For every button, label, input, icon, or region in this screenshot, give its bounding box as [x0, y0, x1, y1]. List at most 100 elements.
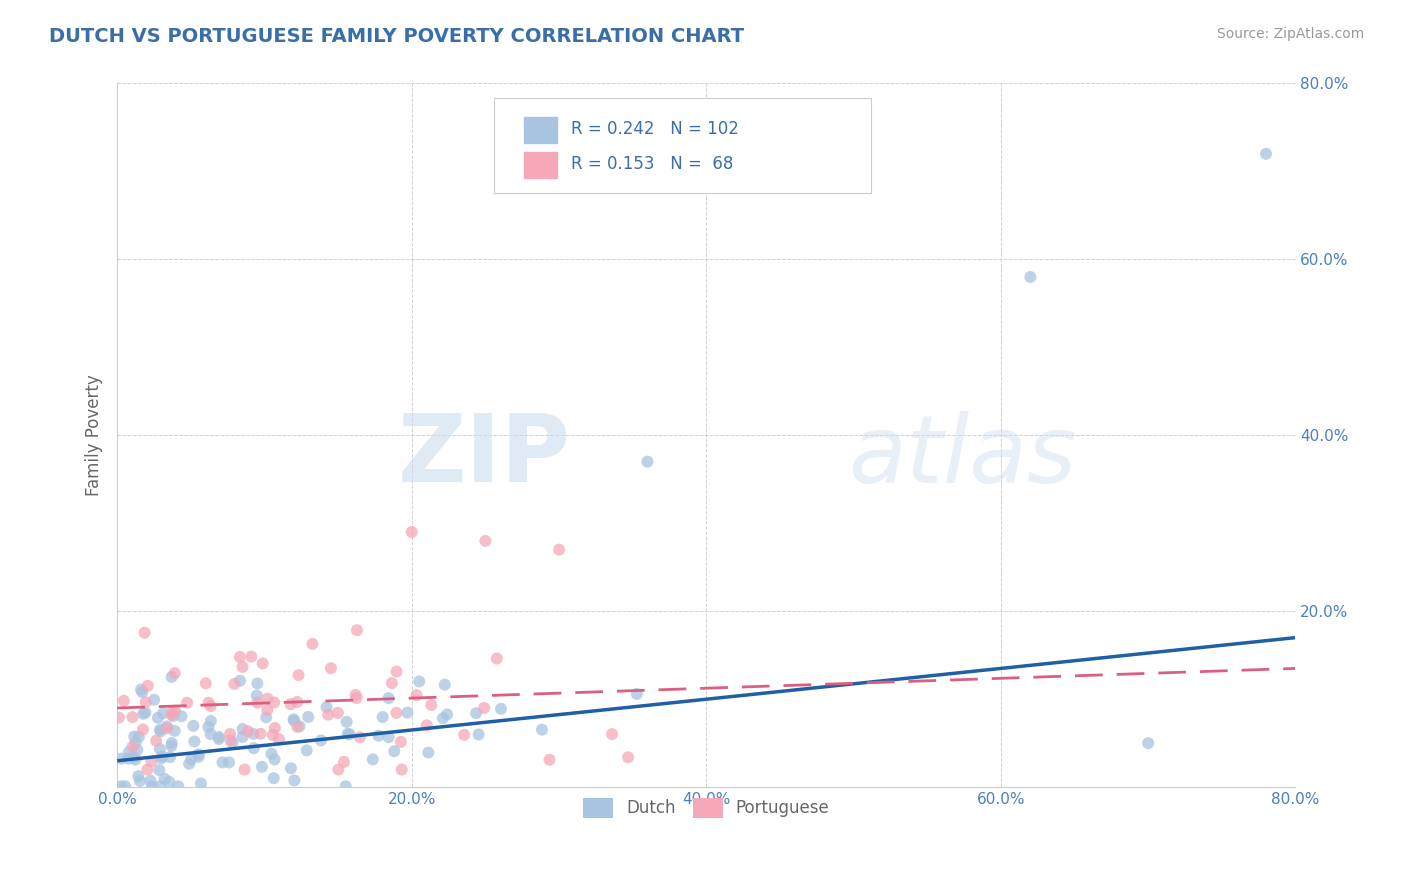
Point — [408, 674, 430, 689]
Point — [1137, 736, 1160, 750]
Point — [367, 729, 389, 743]
Point — [336, 727, 359, 741]
Point — [249, 727, 271, 741]
Point — [263, 696, 285, 710]
Point — [121, 739, 143, 754]
Point — [232, 730, 254, 744]
Point — [371, 710, 394, 724]
Point — [391, 763, 413, 777]
Point — [530, 723, 553, 737]
Point — [139, 773, 162, 788]
Point — [401, 524, 423, 539]
Point — [146, 711, 169, 725]
Point — [132, 706, 155, 721]
Y-axis label: Family Poverty: Family Poverty — [86, 375, 103, 496]
Point — [232, 660, 254, 674]
Point — [280, 697, 302, 711]
Point — [200, 699, 222, 714]
Point — [187, 747, 209, 762]
Point — [267, 732, 290, 747]
Point — [156, 722, 179, 736]
Point — [124, 753, 146, 767]
Point — [389, 735, 412, 749]
Point — [218, 756, 240, 770]
Point — [262, 728, 284, 742]
Point — [114, 779, 136, 793]
Point — [385, 706, 408, 720]
Point — [162, 705, 184, 719]
Point — [433, 678, 456, 692]
Point — [165, 704, 187, 718]
Point — [129, 682, 152, 697]
Point — [377, 730, 399, 744]
Point — [548, 542, 571, 557]
Point — [108, 711, 131, 725]
Point — [145, 733, 167, 747]
Point — [148, 763, 170, 777]
Point — [256, 691, 278, 706]
Text: R = 0.242   N = 102: R = 0.242 N = 102 — [571, 120, 738, 138]
Point — [129, 774, 152, 789]
Point — [136, 679, 159, 693]
Point — [288, 719, 311, 733]
Point — [242, 727, 264, 741]
Point — [183, 719, 205, 733]
Point — [344, 688, 367, 702]
Point — [156, 719, 179, 733]
Point — [328, 763, 350, 777]
FancyBboxPatch shape — [495, 97, 872, 193]
Point — [263, 752, 285, 766]
Point — [636, 455, 658, 469]
Point — [197, 696, 219, 710]
Point — [316, 707, 339, 722]
Point — [211, 756, 233, 770]
Point — [224, 677, 246, 691]
Point — [190, 776, 212, 790]
Point — [159, 750, 181, 764]
Point — [285, 720, 308, 734]
Point — [121, 710, 143, 724]
Point — [617, 750, 640, 764]
Point — [420, 698, 443, 712]
Point — [152, 706, 174, 721]
Point — [127, 743, 149, 757]
Point — [416, 718, 439, 732]
Point — [221, 735, 243, 749]
Point — [1254, 146, 1277, 161]
Point — [252, 657, 274, 671]
Point — [141, 755, 163, 769]
Point — [467, 727, 489, 741]
Point — [132, 723, 155, 737]
Text: Source: ZipAtlas.com: Source: ZipAtlas.com — [1216, 27, 1364, 41]
Point — [236, 724, 259, 739]
Bar — [523, 117, 557, 144]
Point — [157, 775, 180, 789]
Point — [285, 695, 308, 709]
Point — [200, 727, 222, 741]
Point — [538, 753, 561, 767]
Text: R = 0.153   N =  68: R = 0.153 N = 68 — [571, 155, 733, 173]
Legend: Dutch, Portuguese: Dutch, Portuguese — [576, 791, 837, 824]
Point — [233, 763, 256, 777]
Point — [232, 722, 254, 736]
Point — [295, 743, 318, 757]
Point — [141, 779, 163, 793]
Point — [179, 756, 201, 771]
Point — [208, 730, 231, 744]
Point — [112, 694, 135, 708]
Point — [485, 651, 508, 665]
Point — [118, 745, 141, 759]
Point — [176, 696, 198, 710]
Point — [219, 733, 242, 747]
Point — [474, 533, 496, 548]
Point — [465, 706, 488, 720]
Point — [134, 706, 156, 720]
Point — [489, 702, 512, 716]
Point — [280, 761, 302, 775]
Point — [160, 736, 183, 750]
Point — [152, 749, 174, 764]
Point — [349, 731, 371, 745]
Text: ZIP: ZIP — [398, 410, 571, 502]
Point — [254, 710, 277, 724]
Point — [600, 727, 623, 741]
